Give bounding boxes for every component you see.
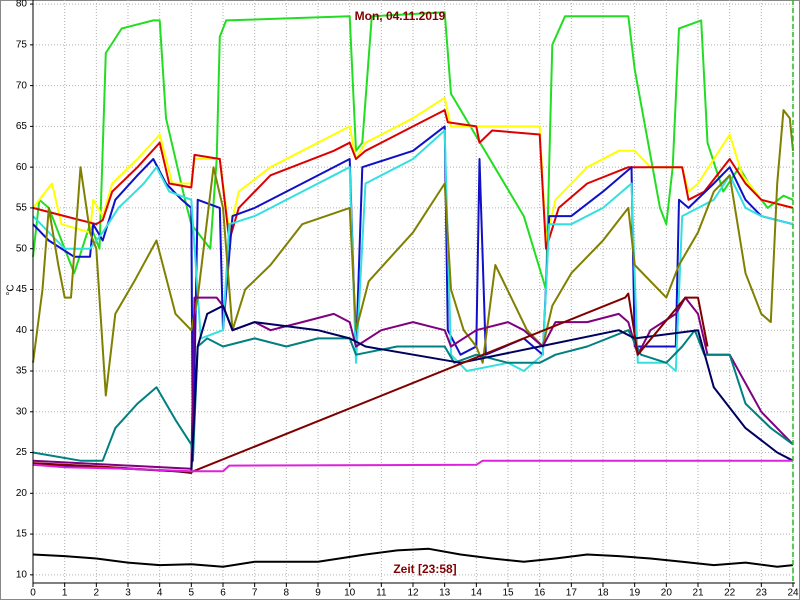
y-axis-label: °C [6, 284, 17, 295]
y-tick-label: 60 [16, 162, 28, 173]
x-tick-label: 17 [566, 588, 578, 599]
x-tick-label: 15 [502, 588, 514, 599]
x-tick-label: 6 [220, 588, 226, 599]
x-tick-label: 9 [315, 588, 321, 599]
x-tick-label: 21 [692, 588, 704, 599]
y-tick-label: 65 [16, 121, 28, 132]
y-tick-label: 45 [16, 284, 28, 295]
x-tick-label: 23 [756, 588, 768, 599]
x-tick-label: 16 [534, 588, 546, 599]
y-tick-label: 80 [16, 0, 28, 10]
y-tick-label: 20 [16, 488, 28, 499]
y-tick-label: 15 [16, 529, 28, 540]
series-line [32, 129, 794, 372]
y-tick-label: 30 [16, 406, 28, 417]
y-tick-label: 35 [16, 366, 28, 377]
lines [32, 11, 794, 568]
x-tick-label: 1 [62, 588, 68, 599]
x-tick-label: 24 [787, 588, 799, 599]
grid [32, 0, 794, 583]
x-tick-label: 14 [471, 588, 483, 599]
y-tick-label: 40 [16, 325, 28, 336]
series-line [32, 329, 794, 462]
x-tick-label: 3 [125, 588, 131, 599]
y-tick-label: 50 [16, 243, 28, 254]
x-tick-label: 4 [157, 588, 163, 599]
x-tick-label: 7 [252, 588, 258, 599]
series-line [32, 125, 794, 462]
x-tick-label: 11 [376, 588, 387, 599]
annotation: Zeit [23:58] [393, 562, 456, 576]
series-line [32, 109, 794, 250]
x-tick-label: 12 [407, 588, 419, 599]
y-tick-label: 55 [16, 203, 28, 214]
x-tick-label: 0 [30, 588, 36, 599]
x-tick-label: 18 [597, 588, 609, 599]
chart-title: Mon, 04.11.2019 [355, 9, 446, 23]
series-line [32, 547, 794, 568]
x-tick-label: 19 [629, 588, 641, 599]
series-line [32, 304, 794, 474]
x-tick-label: 10 [344, 588, 356, 599]
x-tick-label: 8 [284, 588, 290, 599]
y-tick-label: 25 [16, 447, 28, 458]
x-tick-label: 20 [661, 588, 673, 599]
x-tick-label: 2 [94, 588, 100, 599]
y-tick-label: 70 [16, 80, 28, 91]
series-line [32, 109, 794, 397]
x-tick-label: 5 [189, 588, 195, 599]
x-tick-label: 13 [439, 588, 451, 599]
x-tick-label: 22 [724, 588, 736, 599]
y-tick-label: 10 [16, 569, 28, 580]
series-line [32, 11, 794, 291]
y-tick-label: 75 [16, 39, 28, 50]
series-line [32, 459, 793, 473]
